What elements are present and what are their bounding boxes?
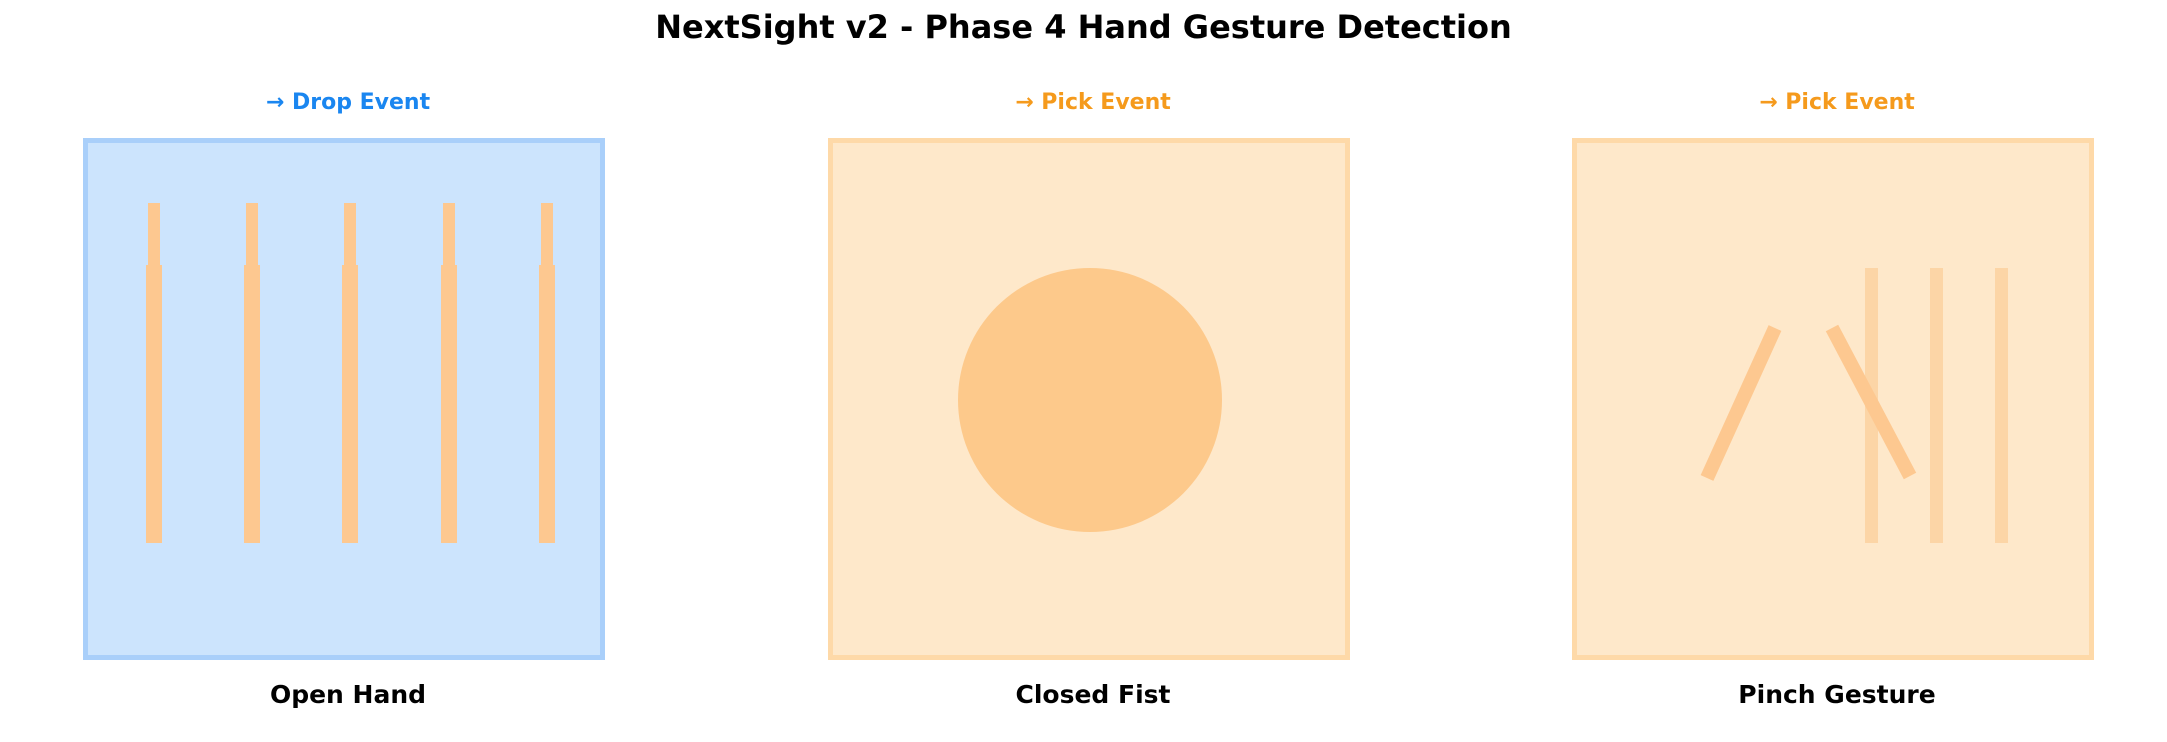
pinch-gesture-icon — [1700, 268, 2008, 543]
finger-2 — [246, 203, 258, 268]
event-label-drop: → Drop Event — [265, 90, 431, 115]
event-label-pick: → Pick Event — [1759, 90, 1915, 115]
finger-2-base — [244, 265, 260, 543]
finger-3-base — [342, 265, 358, 543]
finger-5-base — [539, 265, 555, 543]
gesture-caption-open-hand: Open Hand — [269, 680, 427, 709]
finger-4 — [443, 203, 455, 268]
finger-ring — [1930, 268, 1943, 543]
page-title: NextSight v2 - Phase 4 Hand Gesture Dete… — [655, 8, 1512, 46]
finger-1-base — [146, 265, 162, 543]
gesture-box-open-hand — [83, 138, 605, 660]
gesture-caption-pinch: Pinch Gesture — [1738, 680, 1936, 709]
gesture-panel-open-hand: → Drop Event Open Hand — [78, 90, 618, 730]
open-hand-icon — [146, 203, 555, 543]
finger-1 — [148, 203, 160, 268]
gesture-caption-closed-fist: Closed Fist — [1015, 680, 1171, 709]
finger-pinky — [1995, 268, 2008, 543]
gesture-box-pinch — [1572, 138, 2094, 660]
index-finger — [1825, 324, 1917, 480]
finger-3 — [344, 203, 356, 268]
thumb — [1700, 325, 1782, 481]
gesture-panel-pinch: → Pick Event Pinch Gesture — [1567, 90, 2107, 730]
gesture-panel-closed-fist: → Pick Event Closed Fist — [823, 90, 1363, 730]
fist-circle — [958, 268, 1222, 532]
finger-4-base — [441, 265, 457, 543]
gesture-box-closed-fist — [828, 138, 1350, 660]
finger-5 — [541, 203, 553, 268]
event-label-pick: → Pick Event — [1015, 90, 1171, 115]
closed-fist-icon — [958, 268, 1222, 532]
